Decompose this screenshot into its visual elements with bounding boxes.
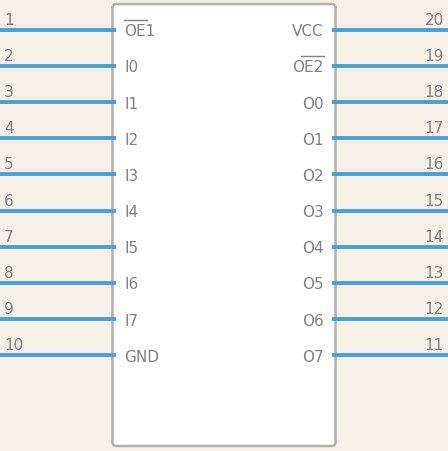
- Text: O1: O1: [302, 133, 323, 147]
- Text: 3: 3: [4, 85, 14, 100]
- Text: 15: 15: [425, 193, 444, 208]
- Text: I2: I2: [125, 133, 138, 147]
- Text: 19: 19: [425, 49, 444, 64]
- Text: VCC: VCC: [292, 24, 323, 39]
- Text: 4: 4: [4, 121, 13, 136]
- Text: 17: 17: [425, 121, 444, 136]
- FancyBboxPatch shape: [112, 5, 336, 446]
- Text: I5: I5: [125, 241, 138, 256]
- Text: 20: 20: [425, 13, 444, 28]
- Text: O6: O6: [302, 313, 323, 328]
- Text: O0: O0: [302, 97, 323, 111]
- Text: OE1: OE1: [125, 24, 156, 39]
- Text: 11: 11: [425, 337, 444, 352]
- Text: O5: O5: [302, 277, 323, 292]
- Text: 1: 1: [4, 13, 13, 28]
- Text: 9: 9: [4, 301, 14, 316]
- Text: 14: 14: [425, 229, 444, 244]
- Text: 13: 13: [425, 265, 444, 280]
- Text: 18: 18: [425, 85, 444, 100]
- Text: I1: I1: [125, 97, 138, 111]
- Text: O3: O3: [302, 205, 323, 220]
- Text: 6: 6: [4, 193, 14, 208]
- Text: I6: I6: [125, 277, 139, 292]
- Text: 16: 16: [425, 157, 444, 172]
- Text: I0: I0: [125, 60, 138, 75]
- Text: OE2: OE2: [292, 60, 323, 75]
- Text: 10: 10: [4, 337, 23, 352]
- Text: 2: 2: [4, 49, 13, 64]
- Text: O7: O7: [302, 349, 323, 364]
- Text: 12: 12: [425, 301, 444, 316]
- Text: I4: I4: [125, 205, 138, 220]
- Text: GND: GND: [125, 349, 159, 364]
- Text: 7: 7: [4, 229, 13, 244]
- Text: 5: 5: [4, 157, 13, 172]
- Text: 8: 8: [4, 265, 13, 280]
- Text: I7: I7: [125, 313, 138, 328]
- Text: O4: O4: [302, 241, 323, 256]
- Text: I3: I3: [125, 169, 139, 184]
- Text: O2: O2: [302, 169, 323, 184]
